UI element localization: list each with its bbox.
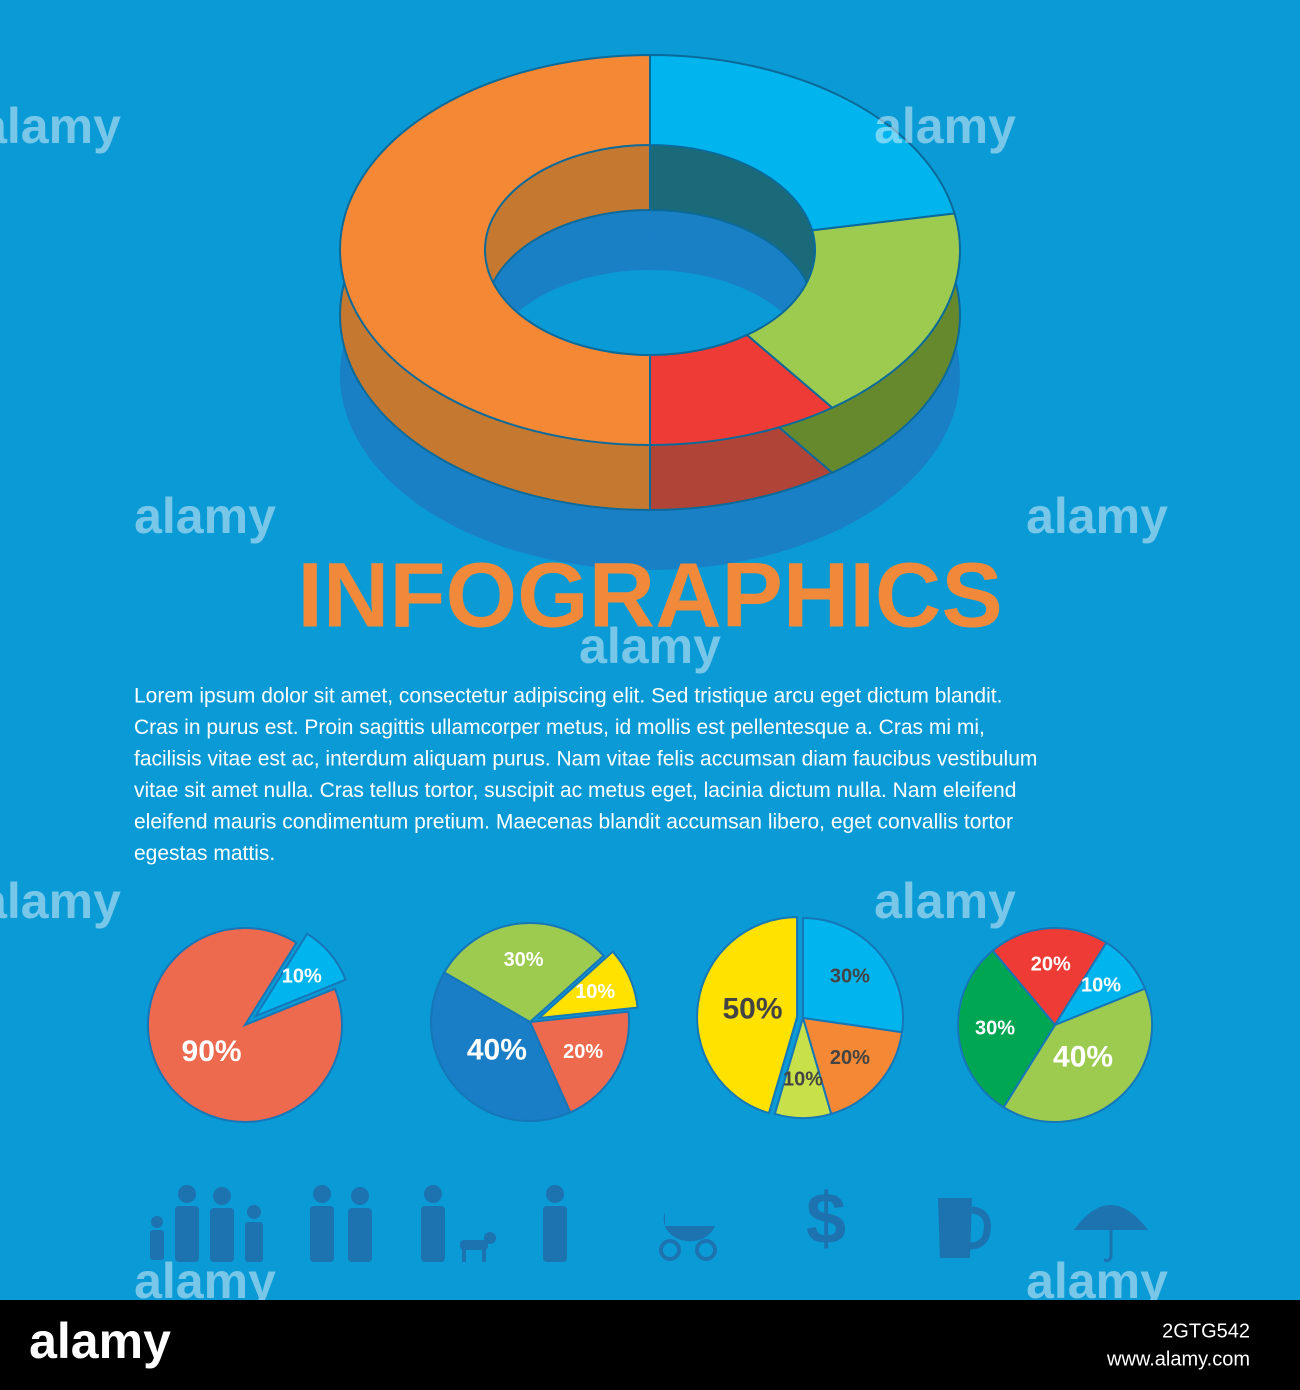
image-id: 2GTG542 (1162, 1320, 1250, 1342)
pie-label: 40% (467, 1034, 527, 1067)
pie-slice (802, 916, 904, 1034)
footer-url: www.alamy.com (1106, 1348, 1250, 1370)
pie-label: 10% (783, 1068, 823, 1090)
pie-slice (991, 927, 1108, 1027)
donut-slice (649, 53, 956, 232)
person-dog-icon (421, 1185, 496, 1262)
watermark: alamy (134, 488, 276, 544)
pie-slice (442, 922, 605, 1024)
pie-label: 20% (830, 1047, 870, 1069)
pie-label: 30% (830, 966, 870, 988)
pie-slice (1002, 987, 1153, 1123)
pie-label: 50% (722, 993, 782, 1026)
watermark: alamy (134, 1253, 276, 1309)
body-line: Cras in purus est. Proin sagittis ullamc… (134, 716, 985, 739)
pie-slice (528, 1010, 630, 1114)
stroller-icon (659, 1212, 717, 1261)
body-line: vitae sit amet nulla. Cras tellus tortor… (134, 779, 1016, 802)
watermark: alamy (874, 873, 1016, 929)
body-line: egestas mattis. (134, 842, 275, 865)
pie-label: 40% (1053, 1040, 1113, 1073)
pie-slice (696, 916, 799, 1115)
pie-slice (253, 932, 347, 1019)
body-line: facilisis vitae est ac, interdum aliquam… (134, 748, 1037, 771)
icons: $ (150, 1179, 1148, 1262)
watermarks: alamy alamy alamy alamy alamy alamy alamy alamy… (0, 98, 1168, 1309)
mug-icon (938, 1198, 991, 1258)
footer-bar (0, 1300, 1300, 1390)
body-text: Lorem ipsum dolor sit amet, consectetur … (134, 685, 1037, 866)
donut-slice (339, 53, 651, 447)
pie-slice (430, 971, 572, 1122)
pie-label: 10% (575, 981, 615, 1003)
pie-slice (536, 950, 639, 1020)
umbrella-icon (1074, 1205, 1148, 1262)
watermark: alamy (1026, 1253, 1168, 1309)
pie-label: 20% (563, 1041, 603, 1063)
pie-label: 10% (1081, 975, 1121, 997)
watermark: alamy (874, 98, 1016, 154)
pie-label: 30% (504, 949, 544, 971)
pie-label: 10% (282, 966, 322, 988)
person-icon (543, 1185, 567, 1262)
pie-label: 90% (182, 1035, 242, 1068)
dollar-icon: $ (806, 1179, 846, 1259)
footer-logo: alamy (29, 1313, 171, 1369)
pie-slice (147, 927, 343, 1123)
watermark: alamy (579, 618, 721, 674)
pie-slice (773, 1014, 833, 1119)
watermark: alamy (1026, 488, 1168, 544)
donut-chart (339, 53, 961, 570)
pie-slice (957, 949, 1057, 1109)
pie-charts: 90% 10% 30% 10% 20% 40% 30% 20% 10% 50% 20% 10% 40% 3… (147, 916, 1153, 1123)
donut-slice (745, 212, 961, 409)
pie-label: 20% (1031, 953, 1071, 975)
body-line: Lorem ipsum dolor sit amet, consectetur … (134, 685, 1002, 708)
watermark: alamy (0, 98, 121, 154)
pie-slice (801, 1016, 904, 1116)
pie-label: 30% (975, 1017, 1015, 1039)
family-icon (150, 1185, 263, 1262)
body-line: eleifend mauris condimentum pretium. Mae… (134, 811, 1013, 834)
watermark: alamy (0, 873, 121, 929)
couple-icon (310, 1185, 372, 1262)
title: INFOGRAPHICS (297, 544, 1002, 646)
